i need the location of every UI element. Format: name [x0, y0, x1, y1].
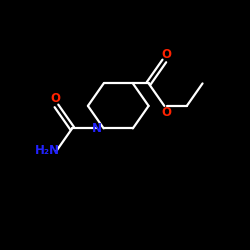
Text: N: N: [92, 122, 102, 135]
Text: O: O: [50, 92, 60, 105]
Text: O: O: [162, 48, 172, 61]
Text: O: O: [162, 106, 172, 119]
Text: H₂N: H₂N: [34, 144, 59, 157]
